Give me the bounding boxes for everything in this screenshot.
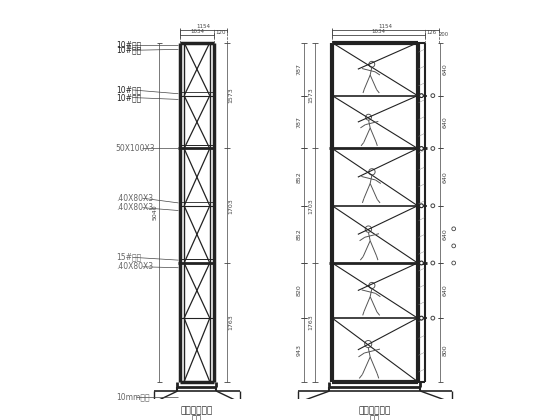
- Circle shape: [419, 316, 423, 320]
- Text: 640: 640: [442, 171, 447, 183]
- Text: 15#钢钢: 15#钢钢: [116, 253, 141, 262]
- Text: 852: 852: [297, 228, 302, 240]
- Text: 10#槽钢: 10#槽钢: [116, 85, 141, 94]
- Text: 中间: 中间: [192, 414, 202, 420]
- Text: 126: 126: [427, 30, 437, 35]
- Text: 120: 120: [215, 30, 226, 35]
- Circle shape: [419, 94, 423, 97]
- Text: 50X100X3: 50X100X3: [116, 144, 156, 152]
- Text: 640: 640: [442, 63, 447, 75]
- Text: 10#槽钢: 10#槽钢: [116, 93, 141, 102]
- Text: 1763: 1763: [308, 315, 313, 330]
- Text: 1573: 1573: [308, 88, 313, 103]
- Text: 10#槽钢: 10#槽钢: [116, 46, 141, 55]
- Text: 820: 820: [297, 285, 302, 297]
- Text: 1034: 1034: [190, 29, 204, 34]
- Circle shape: [419, 204, 423, 207]
- Text: 1034: 1034: [372, 29, 386, 34]
- Text: 1703: 1703: [308, 198, 313, 214]
- Text: 852: 852: [297, 171, 302, 183]
- Text: 787: 787: [297, 116, 302, 128]
- Text: 1154: 1154: [379, 24, 393, 29]
- Text: 侧立面钢架图: 侧立面钢架图: [181, 406, 213, 415]
- Text: 640: 640: [442, 228, 447, 240]
- Text: .40X80X3: .40X80X3: [116, 203, 153, 212]
- Text: 10mm钢板: 10mm钢板: [116, 392, 150, 401]
- Text: 5040: 5040: [152, 205, 157, 220]
- Text: 1573: 1573: [228, 88, 234, 103]
- Text: .40X80X3: .40X80X3: [116, 194, 153, 203]
- Text: 800: 800: [442, 344, 447, 356]
- Text: 1703: 1703: [228, 198, 234, 214]
- Text: .40X80X3: .40X80X3: [116, 262, 153, 271]
- Text: 1763: 1763: [228, 315, 234, 330]
- Text: 200: 200: [439, 32, 449, 37]
- Circle shape: [419, 261, 423, 265]
- Text: 640: 640: [442, 116, 447, 128]
- Text: 1154: 1154: [197, 24, 211, 29]
- Text: 10#槽钢: 10#槽钢: [116, 40, 141, 49]
- Text: 中间: 中间: [370, 414, 380, 420]
- Text: 640: 640: [442, 285, 447, 297]
- Text: 943: 943: [297, 344, 302, 356]
- Text: 侧立面钢架图: 侧立面钢架图: [359, 406, 391, 415]
- Text: 787: 787: [297, 63, 302, 75]
- Circle shape: [419, 147, 423, 150]
